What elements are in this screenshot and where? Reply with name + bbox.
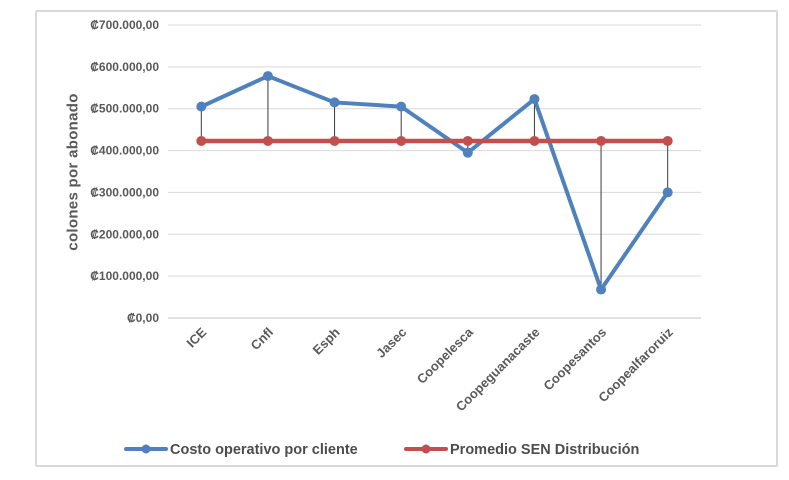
- category-label-cnfl: Cnfl: [248, 325, 276, 353]
- y-tick-label: ₡400.000,00: [90, 144, 159, 158]
- series-promedio-sen-marker: [462, 135, 473, 146]
- legend-item-costo-key-marker: [141, 444, 151, 454]
- legend-item-costo-label: Costo operativo por cliente: [170, 442, 358, 458]
- y-tick-label: ₡600.000,00: [90, 60, 159, 74]
- legend-item-promedio-label: Promedio SEN Distribución: [450, 442, 639, 458]
- y-tick-label: ₡100.000,00: [90, 269, 159, 283]
- series-costo-operativo-marker: [396, 101, 407, 112]
- series-costo-operativo-line: [199, 74, 670, 292]
- category-label-esph: Esph: [310, 324, 343, 357]
- category-label-ice: ICE: [184, 324, 210, 350]
- series-costo-operativo-marker: [662, 187, 673, 198]
- y-tick-label: ₡200.000,00: [90, 227, 159, 241]
- y-tick-label: ₡0,00: [127, 311, 159, 325]
- series-promedio-sen-marker: [529, 135, 540, 146]
- category-label-jasec: Jasec: [373, 325, 409, 361]
- series-promedio-sen-marker: [662, 135, 673, 146]
- series-costo-operativo-marker: [596, 284, 607, 295]
- series-promedio-sen-marker: [396, 135, 407, 146]
- series-promedio-sen-marker: [329, 135, 340, 146]
- y-tick-label: ₡300.000,00: [90, 185, 159, 199]
- chart-frame: [35, 10, 778, 467]
- series-costo-operativo-marker: [529, 94, 540, 105]
- y-tick-label: ₡700.000,00: [90, 18, 159, 32]
- series-costo-operativo-marker: [196, 101, 207, 112]
- series-costo-operativo-marker: [462, 147, 473, 158]
- series-costo-operativo-marker: [329, 97, 340, 108]
- series-promedio-sen-marker: [196, 135, 207, 146]
- category-label-coopelesca: Coopelesca: [414, 324, 477, 387]
- series-promedio-sen-marker: [596, 135, 607, 146]
- series-costo-operativo-marker: [262, 71, 273, 82]
- category-label-coopesantos: Coopesantos: [540, 325, 609, 394]
- y-tick-label: ₡500.000,00: [90, 102, 159, 116]
- series-promedio-sen-marker: [262, 135, 273, 146]
- legend-item-promedio-key-marker: [421, 444, 431, 454]
